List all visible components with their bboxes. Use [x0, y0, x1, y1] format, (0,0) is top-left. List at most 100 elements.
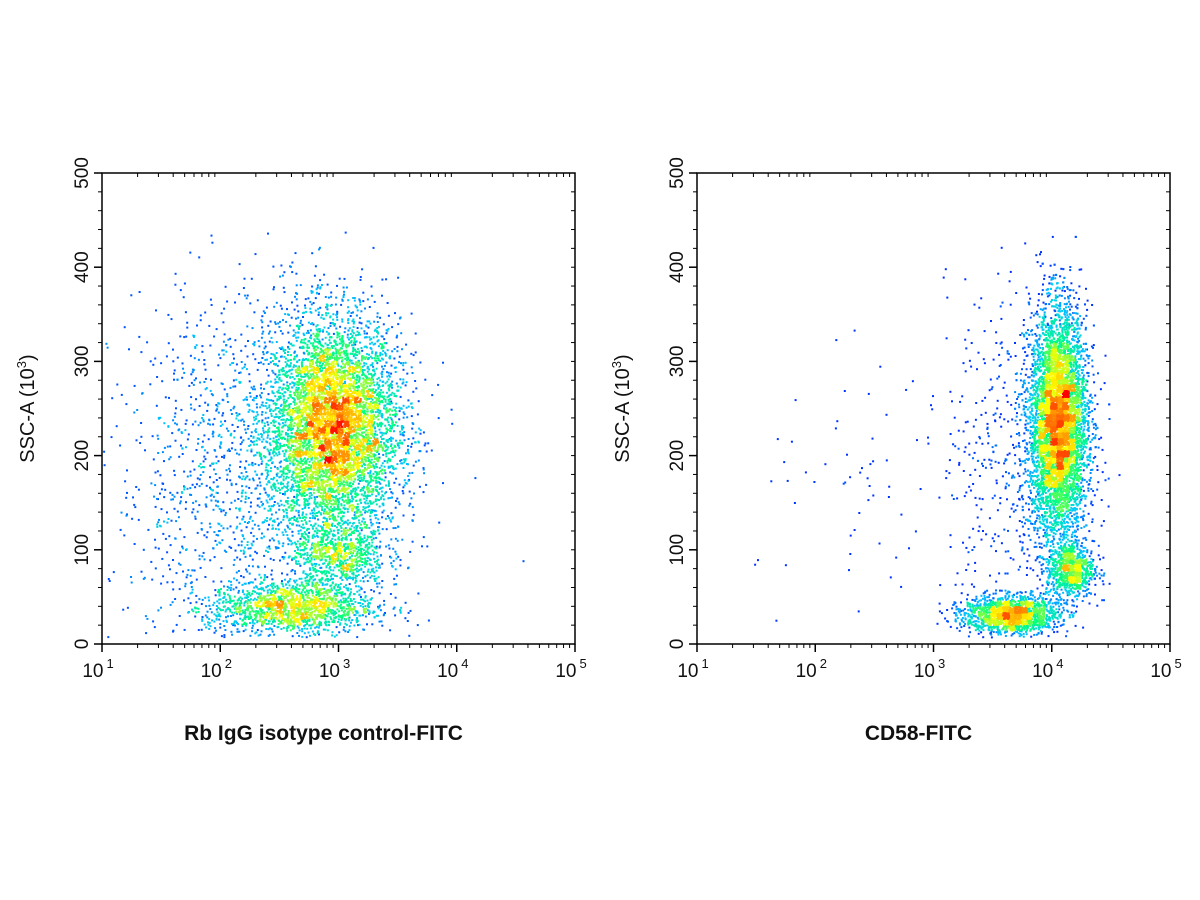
data-point	[275, 356, 278, 359]
data-point	[226, 395, 229, 398]
data-point	[333, 635, 336, 638]
data-point	[374, 411, 377, 414]
data-point	[373, 320, 376, 323]
data-point	[181, 453, 184, 455]
data-point	[359, 480, 362, 482]
data-point	[391, 450, 394, 453]
data-point	[227, 593, 230, 596]
data-point	[228, 448, 230, 451]
data-point	[197, 358, 200, 361]
data-point	[378, 545, 381, 548]
data-point	[195, 377, 197, 380]
data-point	[309, 311, 312, 313]
data-point	[363, 477, 365, 480]
data-point	[346, 558, 349, 561]
data-point	[174, 399, 177, 402]
data-point	[285, 320, 288, 323]
data-point	[277, 428, 280, 431]
data-point	[395, 477, 398, 480]
data-point	[200, 628, 203, 631]
data-point	[231, 633, 234, 636]
data-point	[258, 528, 261, 531]
data-point	[270, 336, 273, 339]
data-point	[316, 529, 319, 532]
data-point	[344, 550, 346, 553]
data-point	[340, 609, 343, 612]
data-point	[245, 368, 248, 371]
data-point	[389, 384, 392, 387]
data-point	[395, 336, 398, 339]
data-point	[219, 425, 222, 427]
data-point	[264, 469, 267, 472]
data-point	[307, 502, 310, 505]
data-point	[248, 593, 251, 596]
data-point	[317, 311, 320, 314]
data-point	[354, 517, 357, 520]
data-point	[391, 517, 394, 520]
data-point	[337, 536, 340, 539]
data-point	[383, 442, 385, 445]
data-point	[307, 540, 310, 543]
data-point	[248, 517, 251, 520]
data-point	[309, 568, 312, 571]
data-point	[238, 263, 241, 266]
data-point	[159, 416, 162, 419]
data-point	[354, 568, 357, 571]
data-point	[328, 567, 331, 570]
data-point	[116, 383, 119, 386]
data-point	[387, 485, 390, 487]
data-point	[296, 374, 299, 377]
data-point	[261, 440, 264, 443]
data-point	[356, 550, 359, 553]
data-point	[326, 283, 329, 286]
data-point	[393, 577, 396, 580]
data-point	[324, 559, 327, 562]
data-point	[230, 586, 233, 589]
data-point	[163, 520, 165, 523]
data-point	[357, 538, 360, 541]
data-point	[341, 499, 344, 501]
data-point	[388, 482, 390, 485]
data-point	[350, 599, 353, 602]
data-point	[332, 569, 335, 572]
data-point	[254, 470, 257, 473]
data-point	[382, 495, 385, 498]
data-point	[382, 384, 385, 387]
data-point	[400, 362, 402, 365]
data-point	[450, 408, 453, 411]
data-point	[275, 445, 278, 448]
data-point	[268, 340, 271, 343]
data-point	[346, 519, 349, 522]
data-point	[371, 362, 374, 365]
data-point	[300, 364, 303, 367]
data-point	[204, 311, 207, 314]
data-point	[248, 599, 251, 602]
data-point	[366, 367, 369, 370]
data-point	[327, 332, 330, 335]
data-point	[293, 587, 296, 590]
data-point	[366, 570, 369, 573]
data-point	[151, 578, 154, 581]
data-point	[268, 427, 271, 430]
data-point	[235, 579, 238, 582]
data-point	[352, 311, 354, 314]
data-point	[329, 304, 332, 307]
data-point	[351, 344, 353, 347]
data-point	[260, 456, 263, 459]
data-point	[442, 482, 444, 485]
data-point	[311, 537, 314, 539]
data-point	[296, 563, 299, 565]
data-point	[268, 588, 271, 591]
data-point	[244, 616, 247, 619]
data-point	[378, 466, 381, 469]
data-point	[235, 586, 238, 589]
data-point	[201, 440, 204, 443]
data-point	[390, 418, 393, 421]
data-point	[324, 573, 327, 576]
data-point	[272, 371, 275, 374]
data-point	[244, 345, 247, 348]
data-point	[340, 601, 343, 604]
data-point	[286, 364, 289, 367]
data-point	[245, 297, 248, 300]
data-point	[389, 459, 392, 462]
